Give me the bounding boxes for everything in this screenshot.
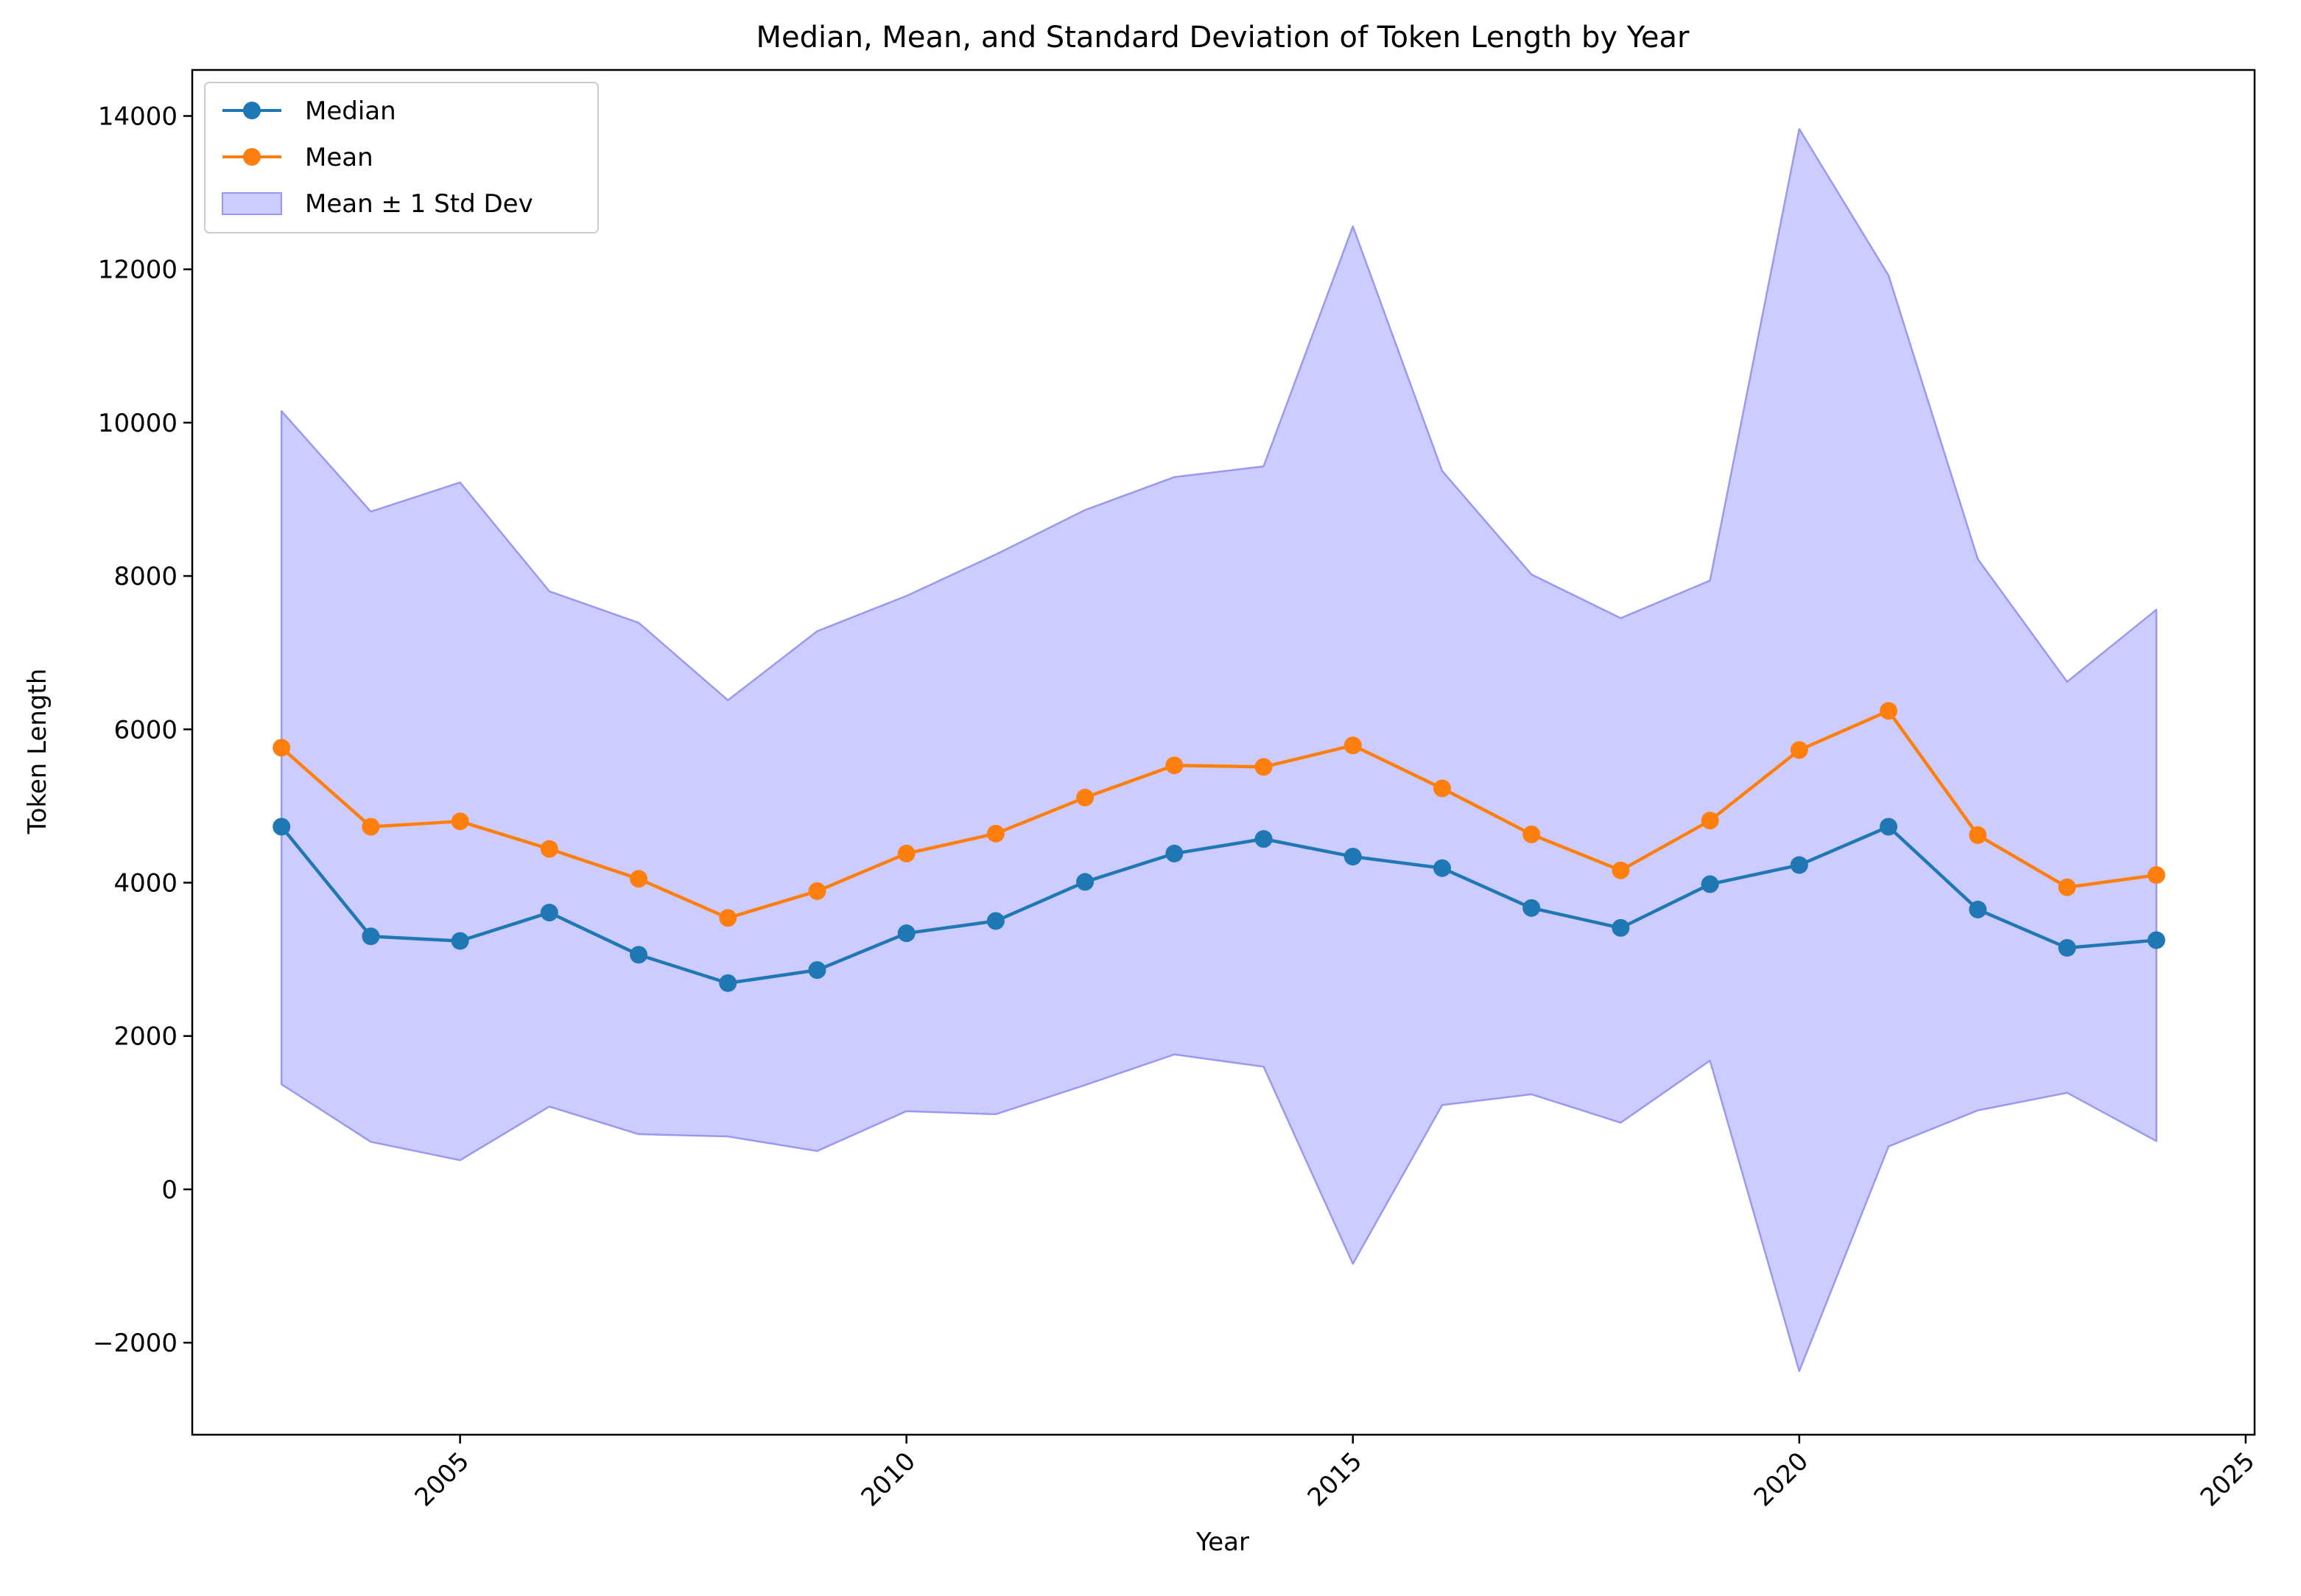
y-tick-label: −2000 xyxy=(93,1329,178,1358)
y-tick-label: 10000 xyxy=(98,409,178,438)
median-point xyxy=(1433,859,1451,877)
y-tick-label: 8000 xyxy=(113,562,178,591)
median-point xyxy=(451,932,469,950)
median-point xyxy=(897,924,916,943)
median-point xyxy=(1701,875,1719,893)
plot-area xyxy=(273,127,2165,1372)
mean-line xyxy=(279,709,2158,920)
plot-frame xyxy=(191,68,2256,1436)
mean-point xyxy=(2147,866,2165,885)
y-tick-label: 6000 xyxy=(113,715,178,745)
mean-point xyxy=(1790,741,1808,759)
y-tick-label: 4000 xyxy=(113,868,178,898)
mean-point xyxy=(1522,825,1541,843)
legend-band-swatch xyxy=(222,192,282,215)
series-median xyxy=(273,818,2165,992)
legend-frame xyxy=(204,82,599,233)
median-point xyxy=(719,974,737,992)
legend: Median Mean Mean ± 1 Std Dev xyxy=(204,82,599,233)
x-axis-label: Year xyxy=(1195,1528,1249,1557)
y-tick-label: 12000 xyxy=(98,256,178,285)
mean-point xyxy=(1701,812,1719,830)
mean-point xyxy=(808,882,826,900)
median-point xyxy=(2058,938,2076,957)
median-point xyxy=(1254,830,1273,848)
median-point xyxy=(2147,931,2165,949)
mean-point xyxy=(2058,878,2076,896)
mean-point xyxy=(1612,861,1630,879)
mean-point xyxy=(1254,758,1273,776)
y-tick-label: 14000 xyxy=(98,102,178,131)
median-point xyxy=(540,904,558,922)
y-tick-label: 2000 xyxy=(113,1022,178,1052)
legend-band-label: Mean ± 1 Std Dev xyxy=(305,189,533,219)
median-point xyxy=(1790,856,1808,874)
mean-point xyxy=(451,812,469,831)
mean-point xyxy=(630,870,648,888)
median-point xyxy=(1165,844,1184,862)
mean-point xyxy=(1880,702,1898,720)
median-point xyxy=(1612,918,1630,937)
std-dev-band xyxy=(280,127,2157,1372)
legend-median-label: Median xyxy=(305,96,396,126)
y-axis: −2000 0 2000 4000 6000 8000 10000 12000 14000 xyxy=(93,102,192,1358)
mean-point xyxy=(897,844,916,862)
median-point xyxy=(1880,818,1898,836)
legend-median-marker xyxy=(243,102,261,119)
median-point xyxy=(273,818,291,836)
y-axis-label: Token Length xyxy=(23,669,52,835)
median-point xyxy=(1076,873,1095,891)
mean-point xyxy=(273,739,291,757)
median-line xyxy=(279,825,2158,985)
mean-point xyxy=(1343,737,1362,755)
legend-mean-marker xyxy=(243,148,261,166)
median-point xyxy=(630,946,648,964)
mean-point xyxy=(986,824,1005,843)
y-tick-label: 0 xyxy=(161,1175,178,1205)
series-mean xyxy=(273,702,2165,927)
mean-point xyxy=(719,909,737,927)
mean-point xyxy=(1433,779,1451,798)
mean-point xyxy=(362,818,380,836)
median-point xyxy=(1522,899,1541,917)
mean-point xyxy=(1165,756,1184,775)
median-point xyxy=(986,912,1005,930)
mean-point xyxy=(540,840,558,858)
mean-point xyxy=(1969,826,1987,844)
chart-title: Median, Mean, and Standard Deviation of … xyxy=(756,21,1690,55)
median-point xyxy=(1969,900,1987,918)
median-point xyxy=(1343,848,1362,866)
median-point xyxy=(362,927,380,946)
legend-mean-label: Mean xyxy=(305,143,373,172)
mean-point xyxy=(1076,788,1095,806)
median-point xyxy=(808,961,826,980)
